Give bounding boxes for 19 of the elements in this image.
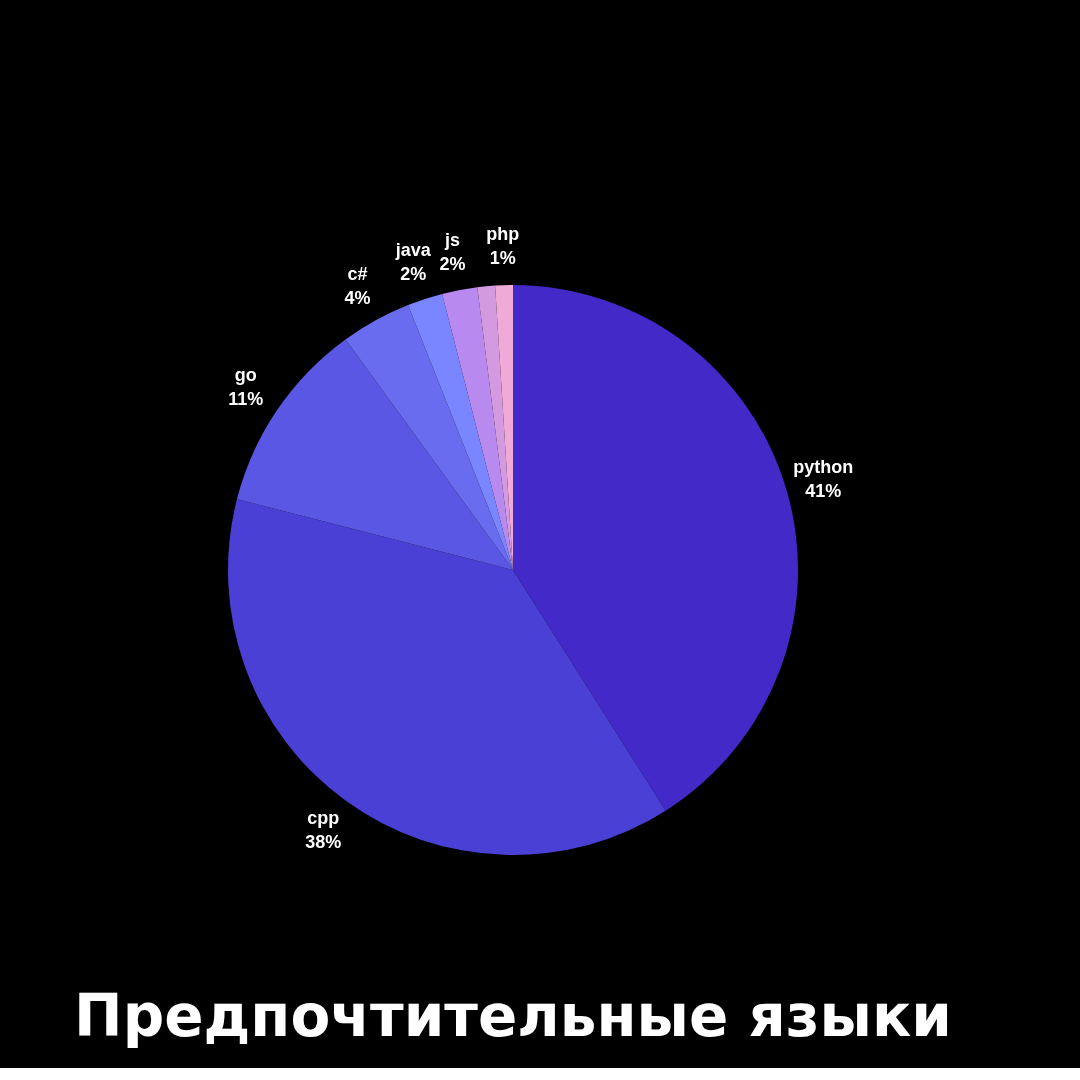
data-label: 4% (344, 287, 371, 308)
data-label: 41% (805, 480, 842, 501)
slice-label: java (394, 239, 432, 260)
slice-label: cpp (307, 808, 340, 829)
slice-label: js (443, 229, 460, 250)
data-label: 38% (305, 832, 342, 853)
data-label: 11% (228, 389, 264, 410)
data-label: 2% (400, 263, 427, 284)
text: Предпочтительные языки (74, 982, 952, 1050)
pie-slice (345, 305, 513, 570)
slice-label: go (234, 365, 257, 386)
slice-label: php (486, 224, 520, 245)
data-label: 1% (489, 248, 516, 269)
slice-label: python (793, 456, 854, 477)
slice-label: c# (347, 263, 368, 284)
pie-slice (228, 499, 666, 855)
pie-slice (408, 293, 513, 570)
data-label: 2% (439, 253, 466, 274)
pie-slice (442, 287, 513, 570)
